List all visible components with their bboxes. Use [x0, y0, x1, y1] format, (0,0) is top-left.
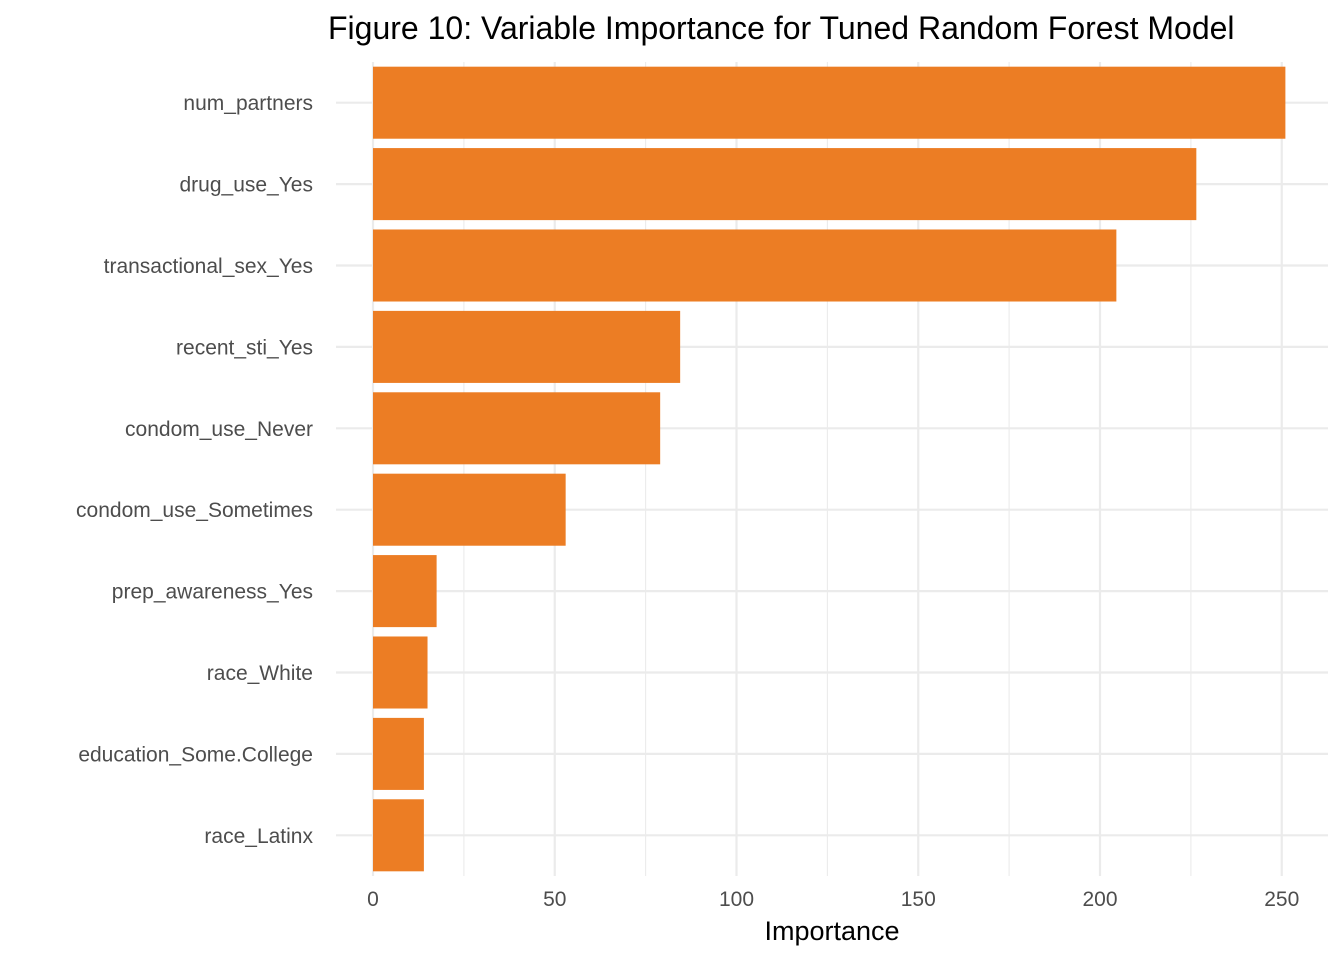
y-tick-label: recent_sti_Yes	[176, 336, 313, 359]
y-tick-label: transactional_sex_Yes	[104, 255, 313, 278]
y-axis-tick-labels: num_partners drug_use_Yes transactional_se…	[76, 92, 313, 848]
bar-prep_awareness_Yes	[373, 555, 437, 628]
y-tick-label: education_Some.College	[78, 743, 313, 766]
y-tick-label: condom_use_Never	[125, 418, 313, 441]
bar-recent_sti_Yes	[373, 310, 681, 383]
x-tick-label: 150	[901, 888, 936, 911]
bar-num_partners	[373, 66, 1286, 139]
y-tick-label: race_White	[207, 662, 313, 685]
y-tick-label: num_partners	[183, 92, 313, 115]
x-tick-label: 250	[1264, 888, 1299, 911]
bar-race_White	[373, 636, 428, 709]
bar-drug_use_Yes	[373, 148, 1197, 221]
x-axis-tick-labels: 0 50 100 150 200 250	[367, 888, 1299, 911]
x-tick-label: 200	[1082, 888, 1117, 911]
bar-condom_use_Sometimes	[373, 473, 566, 546]
bars	[373, 66, 1286, 872]
x-axis-title: Importance	[764, 916, 899, 946]
bar-condom_use_Never	[373, 392, 661, 465]
x-tick-label: 0	[367, 888, 379, 911]
chart-title: Figure 10: Variable Importance for Tuned…	[328, 10, 1235, 46]
y-tick-label: drug_use_Yes	[179, 174, 313, 197]
x-tick-label: 100	[719, 888, 754, 911]
x-tick-label: 50	[543, 888, 566, 911]
y-tick-label: condom_use_Sometimes	[76, 499, 313, 522]
bar-transactional_sex_Yes	[373, 229, 1117, 302]
y-tick-label: prep_awareness_Yes	[112, 581, 313, 604]
bar-race_Latinx	[373, 799, 424, 872]
y-tick-label: race_Latinx	[204, 825, 313, 848]
bar-education_Some.College	[373, 717, 424, 790]
